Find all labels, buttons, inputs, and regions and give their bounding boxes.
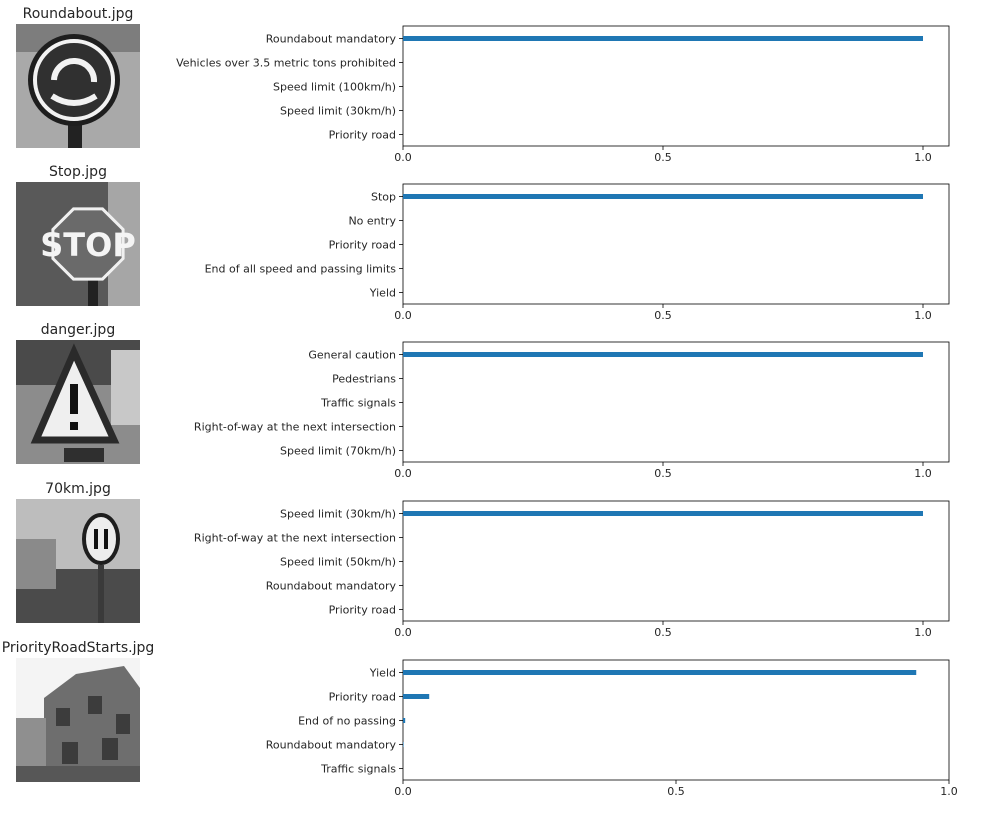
image-title: Roundabout.jpg	[23, 6, 134, 22]
probability-bar	[403, 742, 404, 747]
category-label: Stop	[371, 191, 396, 204]
probability-bar	[403, 670, 917, 675]
probability-bar	[403, 718, 406, 723]
prediction-row: 70km.jpg Speed limit (30km/h) Right-of-way…	[16, 481, 950, 639]
x-tick-label: 0.0	[394, 467, 412, 480]
x-tick-label: 0.5	[654, 467, 672, 480]
category-label: Speed limit (70km/h)	[280, 445, 396, 458]
category-label: Priority road	[329, 129, 396, 142]
category-label: Traffic signals	[320, 397, 396, 410]
x-tick-label: 1.0	[914, 151, 932, 164]
axes-frame	[402, 341, 950, 463]
x-tick-label: 0.0	[394, 309, 412, 322]
x-tick-label: 0.0	[394, 785, 412, 798]
axes-frame	[402, 500, 950, 622]
category-label: Yield	[369, 667, 396, 680]
category-label: Yield	[369, 287, 396, 300]
probability-bar	[403, 694, 430, 699]
x-tick-label: 0.5	[667, 785, 685, 798]
category-label: Vehicles over 3.5 metric tons prohibited	[176, 57, 396, 70]
category-label: End of all speed and passing limits	[205, 263, 397, 276]
category-label: Pedestrians	[332, 373, 396, 386]
category-label: Speed limit (30km/h)	[280, 105, 396, 118]
category-label: Traffic signals	[320, 763, 396, 776]
prediction-row: danger.jpg General caution Pedestrians Traf…	[16, 322, 950, 480]
prediction-row: Stop.jpg STOP Stop No entry Priority road End…	[16, 164, 950, 322]
roundabout-sign-thumbnail	[16, 24, 140, 148]
category-label: General caution	[308, 349, 396, 362]
warning-triangle-thumbnail	[16, 340, 140, 464]
category-label: Speed limit (100km/h)	[273, 81, 396, 94]
image-title: danger.jpg	[41, 322, 115, 338]
category-label: No entry	[348, 215, 396, 228]
axes-frame	[402, 659, 950, 781]
x-tick-label: 0.5	[654, 309, 672, 322]
prediction-row: PriorityRoadStarts.jpg Yield Priority road…	[2, 640, 958, 798]
probability-bar	[403, 194, 923, 199]
category-label: Roundabout mandatory	[266, 33, 397, 46]
category-label: Priority road	[329, 691, 396, 704]
category-label: Right-of-way at the next intersection	[194, 421, 396, 434]
probability-bar	[403, 36, 923, 41]
probability-bar	[403, 352, 923, 357]
category-label: Priority road	[329, 604, 396, 617]
category-label: Priority road	[329, 239, 396, 252]
x-tick-label: 0.5	[654, 626, 672, 639]
category-label: Speed limit (50km/h)	[280, 556, 396, 569]
x-tick-label: 1.0	[914, 309, 932, 322]
category-label: Roundabout mandatory	[266, 580, 397, 593]
category-label: End of no passing	[298, 715, 396, 728]
buildings-thumbnail	[16, 658, 140, 782]
probability-bar	[403, 511, 923, 516]
image-title: Stop.jpg	[49, 164, 107, 180]
x-tick-label: 0.0	[394, 626, 412, 639]
x-tick-label: 1.0	[914, 626, 932, 639]
prediction-row: Roundabout.jpg Roundabout mandatory Vehicl…	[16, 6, 950, 164]
x-tick-label: 1.0	[914, 467, 932, 480]
image-title: 70km.jpg	[45, 481, 111, 497]
svg-text:STOP: STOP	[40, 226, 136, 264]
x-tick-label: 0.5	[654, 151, 672, 164]
speed-limit-sign-thumbnail	[16, 499, 140, 623]
axes-frame	[402, 25, 950, 147]
stop-sign-thumbnail: STOP	[16, 182, 140, 306]
category-label: Speed limit (30km/h)	[280, 508, 396, 521]
category-label: Roundabout mandatory	[266, 739, 397, 752]
axes-frame	[402, 183, 950, 305]
image-title: PriorityRoadStarts.jpg	[2, 640, 155, 656]
x-tick-label: 0.0	[394, 151, 412, 164]
category-label: Right-of-way at the next intersection	[194, 532, 396, 545]
x-tick-label: 1.0	[940, 785, 958, 798]
